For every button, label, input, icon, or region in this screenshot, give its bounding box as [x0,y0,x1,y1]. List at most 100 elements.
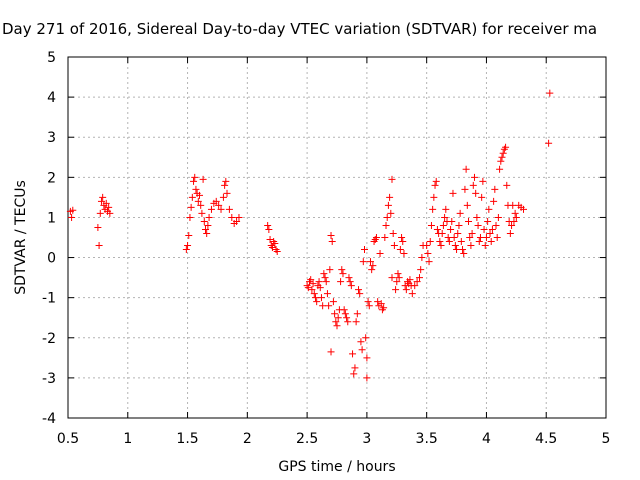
data-point [321,274,329,282]
data-point [442,205,450,213]
data-point [313,298,321,306]
data-point [462,165,470,173]
data-point [264,221,272,229]
data-point [228,213,236,221]
data-point [456,209,464,217]
data-point [347,282,355,290]
data-point [432,177,440,185]
data-point [431,181,439,189]
data-points [66,89,554,382]
data-point [187,203,195,211]
data-point [473,213,481,221]
data-point [388,175,396,183]
y-tick-label: -3 [42,371,56,387]
data-point [339,270,347,278]
x-tick-label: 2.5 [296,431,318,447]
data-point [509,201,517,209]
data-point [450,234,458,241]
data-point [217,205,225,213]
data-point [197,201,205,209]
x-tick-label: 1.5 [176,431,198,447]
data-point [223,189,231,197]
data-point [188,193,196,201]
data-point [470,173,478,181]
data-point [186,213,194,221]
data-point [395,274,403,282]
data-point [510,217,518,225]
x-tick-label: 1 [123,431,132,447]
data-point [203,229,211,237]
data-point [474,221,482,229]
data-point [331,310,339,318]
y-tick-label: 1 [47,210,56,226]
data-point [383,213,391,221]
data-point [511,209,519,217]
data-point [381,234,389,241]
data-point [453,246,461,254]
data-point [222,177,230,185]
data-point [390,242,398,250]
data-point [94,223,102,231]
data-point [364,298,372,306]
data-point [362,334,370,342]
data-point [96,209,104,217]
data-point [266,236,274,244]
data-point [320,270,328,278]
data-point [235,213,243,221]
data-point [437,242,445,250]
data-point [190,177,198,185]
y-tick-label: -4 [42,411,56,427]
data-point [429,205,437,213]
data-point [503,181,511,189]
data-point [493,234,501,241]
data-point [485,205,493,213]
x-tick-label: 3 [362,431,371,447]
x-tick-label: 4.5 [535,431,557,447]
y-tick-label: 5 [47,50,56,66]
data-point [463,201,471,209]
data-point [454,229,462,237]
y-tick-label: -1 [42,291,56,307]
data-point [425,258,433,266]
y-axis-ticks: -4 -3 -2 -1 0 1 2 3 4 5 [42,50,606,427]
plot-frame [67,56,607,419]
data-point [449,189,457,197]
data-point [106,209,114,217]
data-point [488,225,496,233]
data-point [444,234,452,241]
data-point [467,242,475,250]
data-point [512,213,520,221]
data-point [386,193,394,201]
data-point [413,278,421,286]
data-point [68,213,76,221]
data-point [309,280,317,288]
x-axis-ticks: 0.5 1 1.5 2 2.5 3 3.5 4 4.5 5 [57,57,610,447]
data-point [328,238,336,246]
data-point [398,234,406,241]
data-point [326,266,334,274]
data-point [359,258,367,266]
data-point [479,177,487,185]
data-point [487,238,495,246]
data-point [436,238,444,246]
data-point [392,286,400,294]
data-point [315,278,323,286]
data-point [327,231,335,239]
data-point [545,139,553,147]
data-point [99,193,107,201]
data-point [372,234,380,241]
data-point [382,221,390,229]
y-tick-label: 0 [47,251,56,267]
data-point [423,242,431,250]
data-point [207,205,215,213]
data-point [212,197,220,205]
data-point [304,284,312,292]
data-point [448,217,456,225]
data-point [194,197,202,205]
data-point [401,282,409,290]
data-point [97,197,105,205]
data-point [215,201,223,209]
data-point [365,302,373,310]
data-point [352,318,360,326]
